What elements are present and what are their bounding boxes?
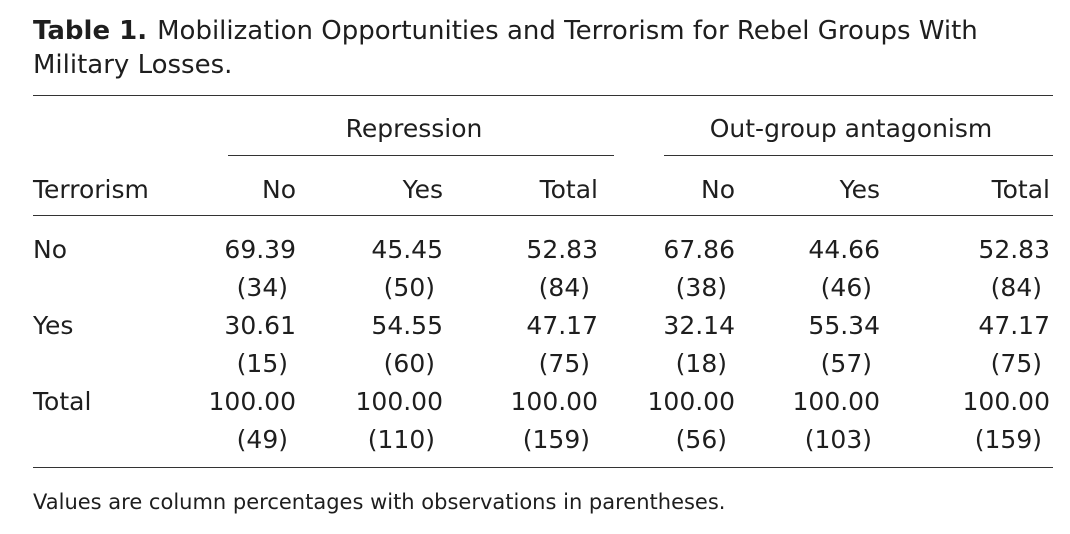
count-cell: (110) (367, 425, 435, 454)
row-label: Total (33, 387, 92, 416)
count-cell: (56) (675, 425, 727, 454)
count-cell: (84) (538, 273, 590, 302)
percentage-cell: 32.14 (663, 311, 735, 340)
count-cell: (60) (383, 349, 435, 378)
header-rule (33, 215, 1053, 216)
percentage-cell: 54.55 (371, 311, 443, 340)
column-header: No (701, 175, 735, 204)
percentage-cell: 55.34 (808, 311, 880, 340)
count-cell: (18) (675, 349, 727, 378)
percentage-cell: 47.17 (978, 311, 1050, 340)
percentage-cell: 52.83 (978, 235, 1050, 264)
count-cell: (75) (990, 349, 1042, 378)
count-cell: (75) (538, 349, 590, 378)
percentage-cell: 67.86 (663, 235, 735, 264)
percentage-cell: 100.00 (510, 387, 598, 416)
column-header: No (262, 175, 296, 204)
top-rule (33, 95, 1053, 96)
count-cell: (84) (990, 273, 1042, 302)
table-number: Table 1. (33, 16, 148, 46)
column-header: Yes (402, 175, 443, 204)
percentage-cell: 30.61 (224, 311, 296, 340)
count-cell: (15) (236, 349, 288, 378)
count-cell: (38) (675, 273, 727, 302)
group-header-outgroup-antagonism: Out-group antagonism (709, 114, 993, 143)
group-rule-repression (228, 155, 614, 156)
percentage-cell: 69.39 (224, 235, 296, 264)
group-header-repression: Repression (345, 114, 483, 143)
row-header-label: Terrorism (33, 175, 149, 204)
row-label: Yes (33, 311, 74, 340)
column-header: Total (991, 175, 1050, 204)
percentage-cell: 52.83 (526, 235, 598, 264)
row-label: No (33, 235, 67, 264)
count-cell: (49) (236, 425, 288, 454)
percentage-cell: 100.00 (962, 387, 1050, 416)
column-header: Yes (839, 175, 880, 204)
percentage-cell: 47.17 (526, 311, 598, 340)
count-cell: (46) (820, 273, 872, 302)
percentage-cell: 100.00 (647, 387, 735, 416)
count-cell: (159) (974, 425, 1042, 454)
percentage-cell: 44.66 (808, 235, 880, 264)
bottom-rule (33, 467, 1053, 468)
count-cell: (50) (383, 273, 435, 302)
table-caption: Table 1. Mobilization Opportunities and T… (33, 14, 1033, 82)
percentage-cell: 45.45 (371, 235, 443, 264)
count-cell: (103) (804, 425, 872, 454)
percentage-cell: 100.00 (208, 387, 296, 416)
count-cell: (159) (522, 425, 590, 454)
table-note: Values are column percentages with obser… (33, 490, 726, 514)
table-title: Mobilization Opportunities and Terrorism… (33, 16, 978, 80)
count-cell: (34) (236, 273, 288, 302)
percentage-cell: 100.00 (355, 387, 443, 416)
group-rule-outgroup-antagonism (664, 155, 1053, 156)
count-cell: (57) (820, 349, 872, 378)
percentage-cell: 100.00 (792, 387, 880, 416)
column-header: Total (539, 175, 598, 204)
